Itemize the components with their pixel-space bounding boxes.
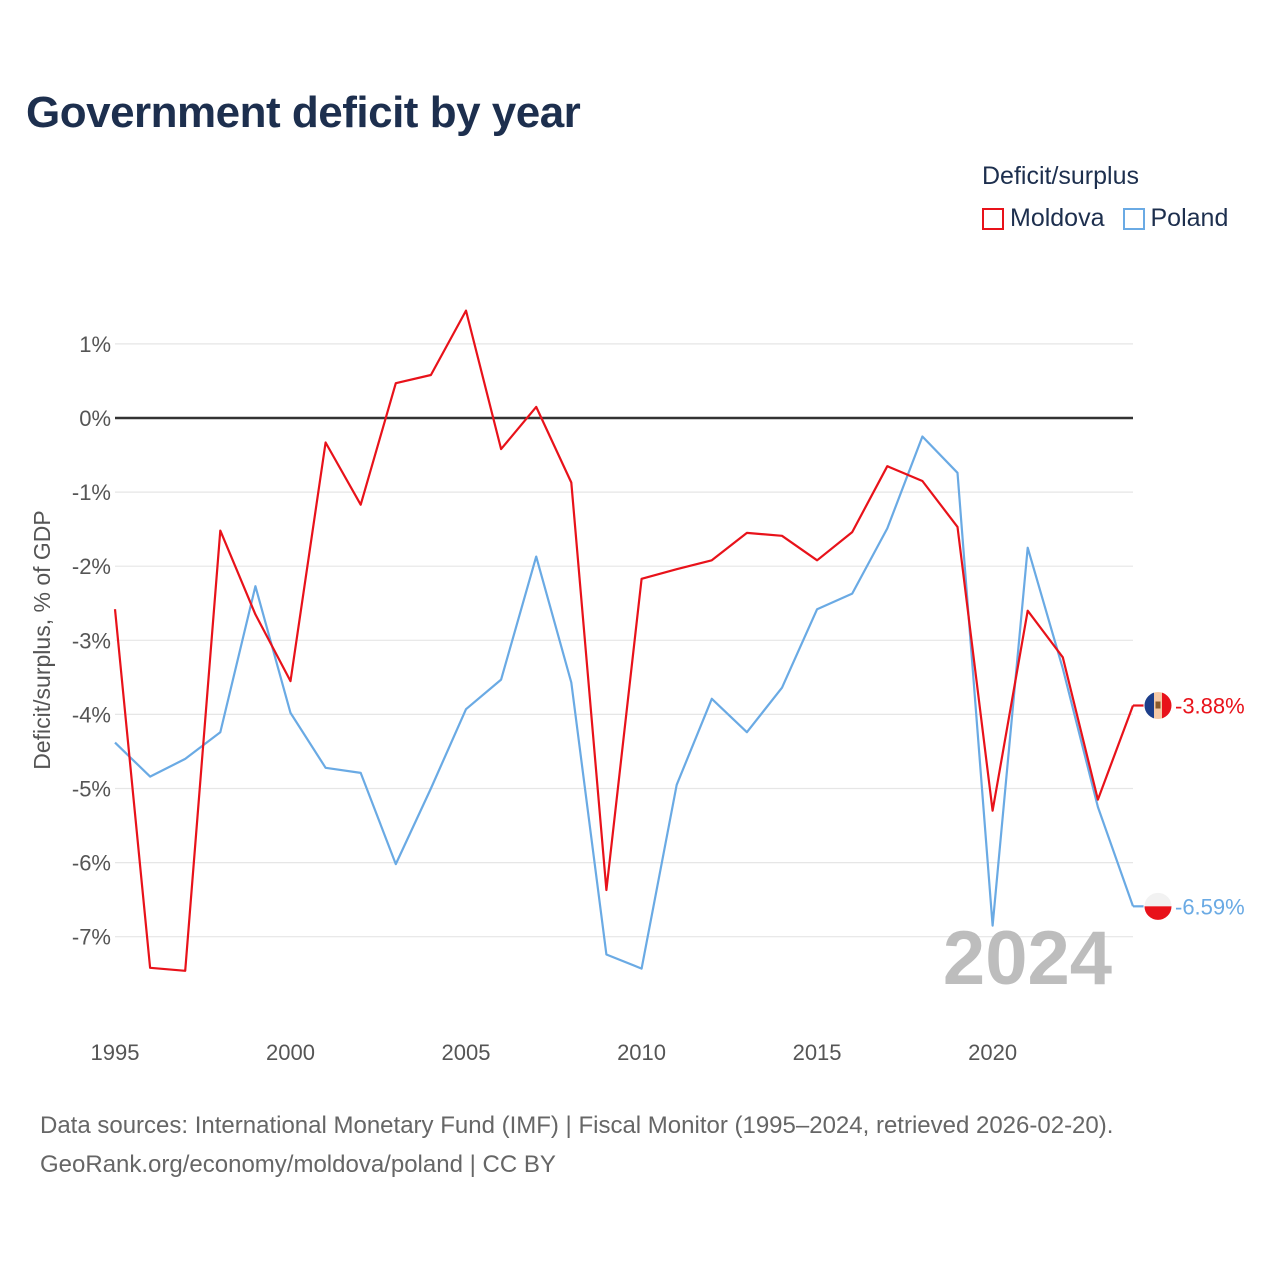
legend-swatch-moldova xyxy=(982,207,1004,230)
y-tick-label: -4% xyxy=(72,702,111,727)
flag-ring xyxy=(1143,891,1173,921)
y-tick-label: -7% xyxy=(72,925,111,950)
y-axis-ticks: 1% 0% -1% -2% -3% -4% -5% -6% -7% xyxy=(72,332,111,950)
y-tick-label: -1% xyxy=(72,480,111,505)
legend-item-poland[interactable]: Poland xyxy=(1122,204,1229,233)
legend-label-moldova: Moldova xyxy=(1010,204,1105,232)
legend-item-moldova[interactable]: Moldova xyxy=(982,204,1105,233)
x-tick-label: 2000 xyxy=(266,1040,315,1065)
flag-icon-moldova xyxy=(1144,691,1172,720)
x-tick-label: 2005 xyxy=(442,1040,491,1065)
x-axis-ticks: 1995 2000 2005 2010 2015 2020 xyxy=(91,1040,1018,1065)
x-tick-label: 2020 xyxy=(968,1040,1017,1065)
series-line-moldova[interactable] xyxy=(113,309,1135,972)
y-tick-label: 0% xyxy=(79,406,111,431)
legend-title: Deficit/surplus xyxy=(982,162,1139,190)
end-value-label-poland: -6.59% xyxy=(1175,894,1245,919)
end-value-label-moldova: -3.88% xyxy=(1175,694,1245,719)
x-tick-label: 1995 xyxy=(91,1040,140,1065)
series-lines xyxy=(113,309,1135,972)
flag-ring xyxy=(1143,691,1173,721)
y-tick-label: -2% xyxy=(72,554,111,579)
y-axis-label: Deficit/surplus, % of GDP xyxy=(29,510,55,769)
chart-title: Government deficit by year xyxy=(26,88,581,137)
footer-link: GeoRank.org/economy/moldova/poland | CC … xyxy=(40,1151,556,1178)
footer-sources: Data sources: International Monetary Fun… xyxy=(40,1112,1114,1139)
flag-icon-poland xyxy=(1144,892,1172,921)
end-marker-moldova: -3.88% xyxy=(1133,691,1245,721)
current-year-watermark: 2024 xyxy=(943,916,1112,1001)
legend-label-poland: Poland xyxy=(1150,204,1229,232)
series-line-poland[interactable] xyxy=(114,435,1135,970)
y-tick-label: -6% xyxy=(72,851,111,876)
legend-swatch-poland xyxy=(1122,207,1145,230)
gridlines xyxy=(115,343,1133,938)
x-tick-label: 2015 xyxy=(793,1040,842,1065)
y-tick-label: -3% xyxy=(72,628,111,653)
y-tick-label: 1% xyxy=(79,332,111,357)
end-marker-poland: -6.59% xyxy=(1133,891,1245,921)
y-tick-label: -5% xyxy=(72,777,111,802)
footer: Data sources: International Monetary Fun… xyxy=(40,1106,1113,1184)
end-markers: -3.88% -6.59% xyxy=(1133,691,1245,921)
legend: Moldova Poland xyxy=(982,204,1246,233)
x-tick-label: 2010 xyxy=(617,1040,666,1065)
